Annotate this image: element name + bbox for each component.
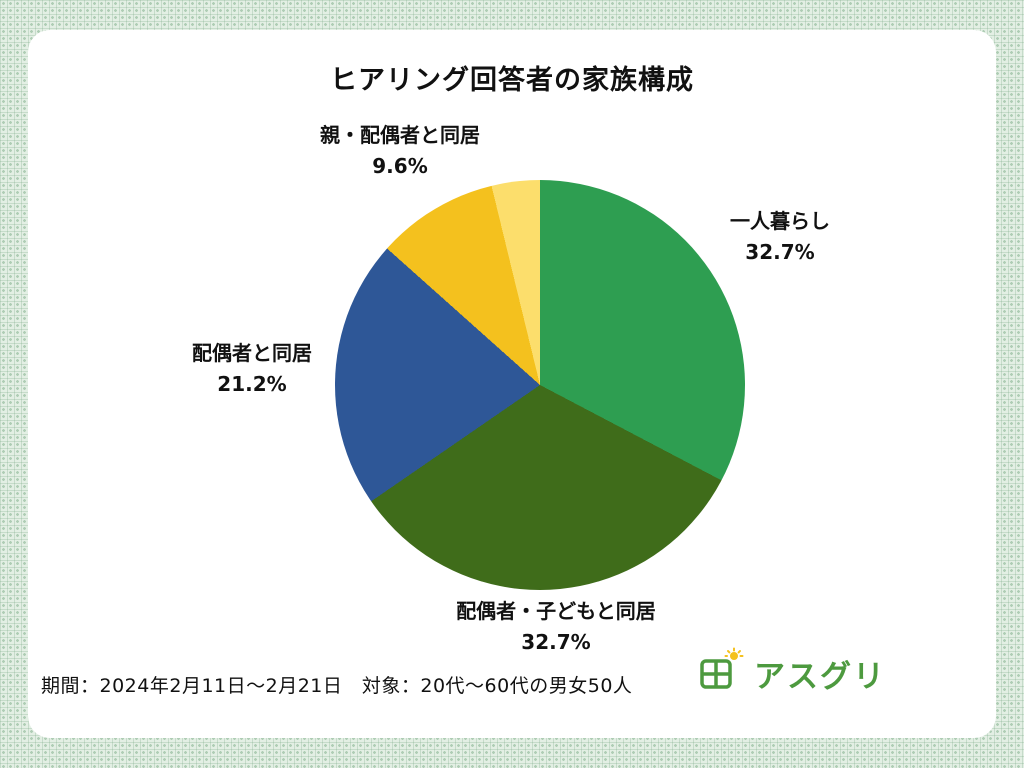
slice-label-parent-spouse: 親・配偶者と同居 9.6% (250, 120, 550, 182)
slice-label-percent: 9.6% (372, 154, 428, 178)
slice-label-percent: 21.2% (217, 372, 287, 396)
slice-label-text: 配偶者・子どもと同居 (456, 599, 656, 623)
slice-label-text: 一人暮らし (730, 209, 830, 233)
chart-title: ヒアリング回答者の家族構成 (330, 65, 694, 96)
asuguri-logo-text: アスグリ (754, 658, 886, 695)
chart-card: ヒアリング回答者の家族構成 親・配偶者と同居 9.6% 一人暮らし 32.7% … (28, 30, 996, 738)
slice-label-text: 親・配偶者と同居 (320, 123, 480, 147)
slice-label-percent: 32.7% (745, 240, 815, 264)
pie-chart (335, 180, 745, 590)
slice-label-spouse-kids: 配偶者・子どもと同居 32.7% (406, 596, 706, 658)
slice-label-spouse: 配偶者と同居 21.2% (102, 338, 402, 400)
slice-label-text: 配偶者と同居 (192, 341, 312, 365)
slice-label-percent: 32.7% (521, 630, 591, 654)
asuguri-logo: アスグリ (696, 642, 886, 704)
survey-note: 期間：2024年2月11日～2月21日 対象：20代～60代の男女50人 (41, 675, 633, 697)
asuguri-logo-icon (696, 647, 744, 699)
slice-label-living-alone: 一人暮らし 32.7% (630, 206, 930, 268)
